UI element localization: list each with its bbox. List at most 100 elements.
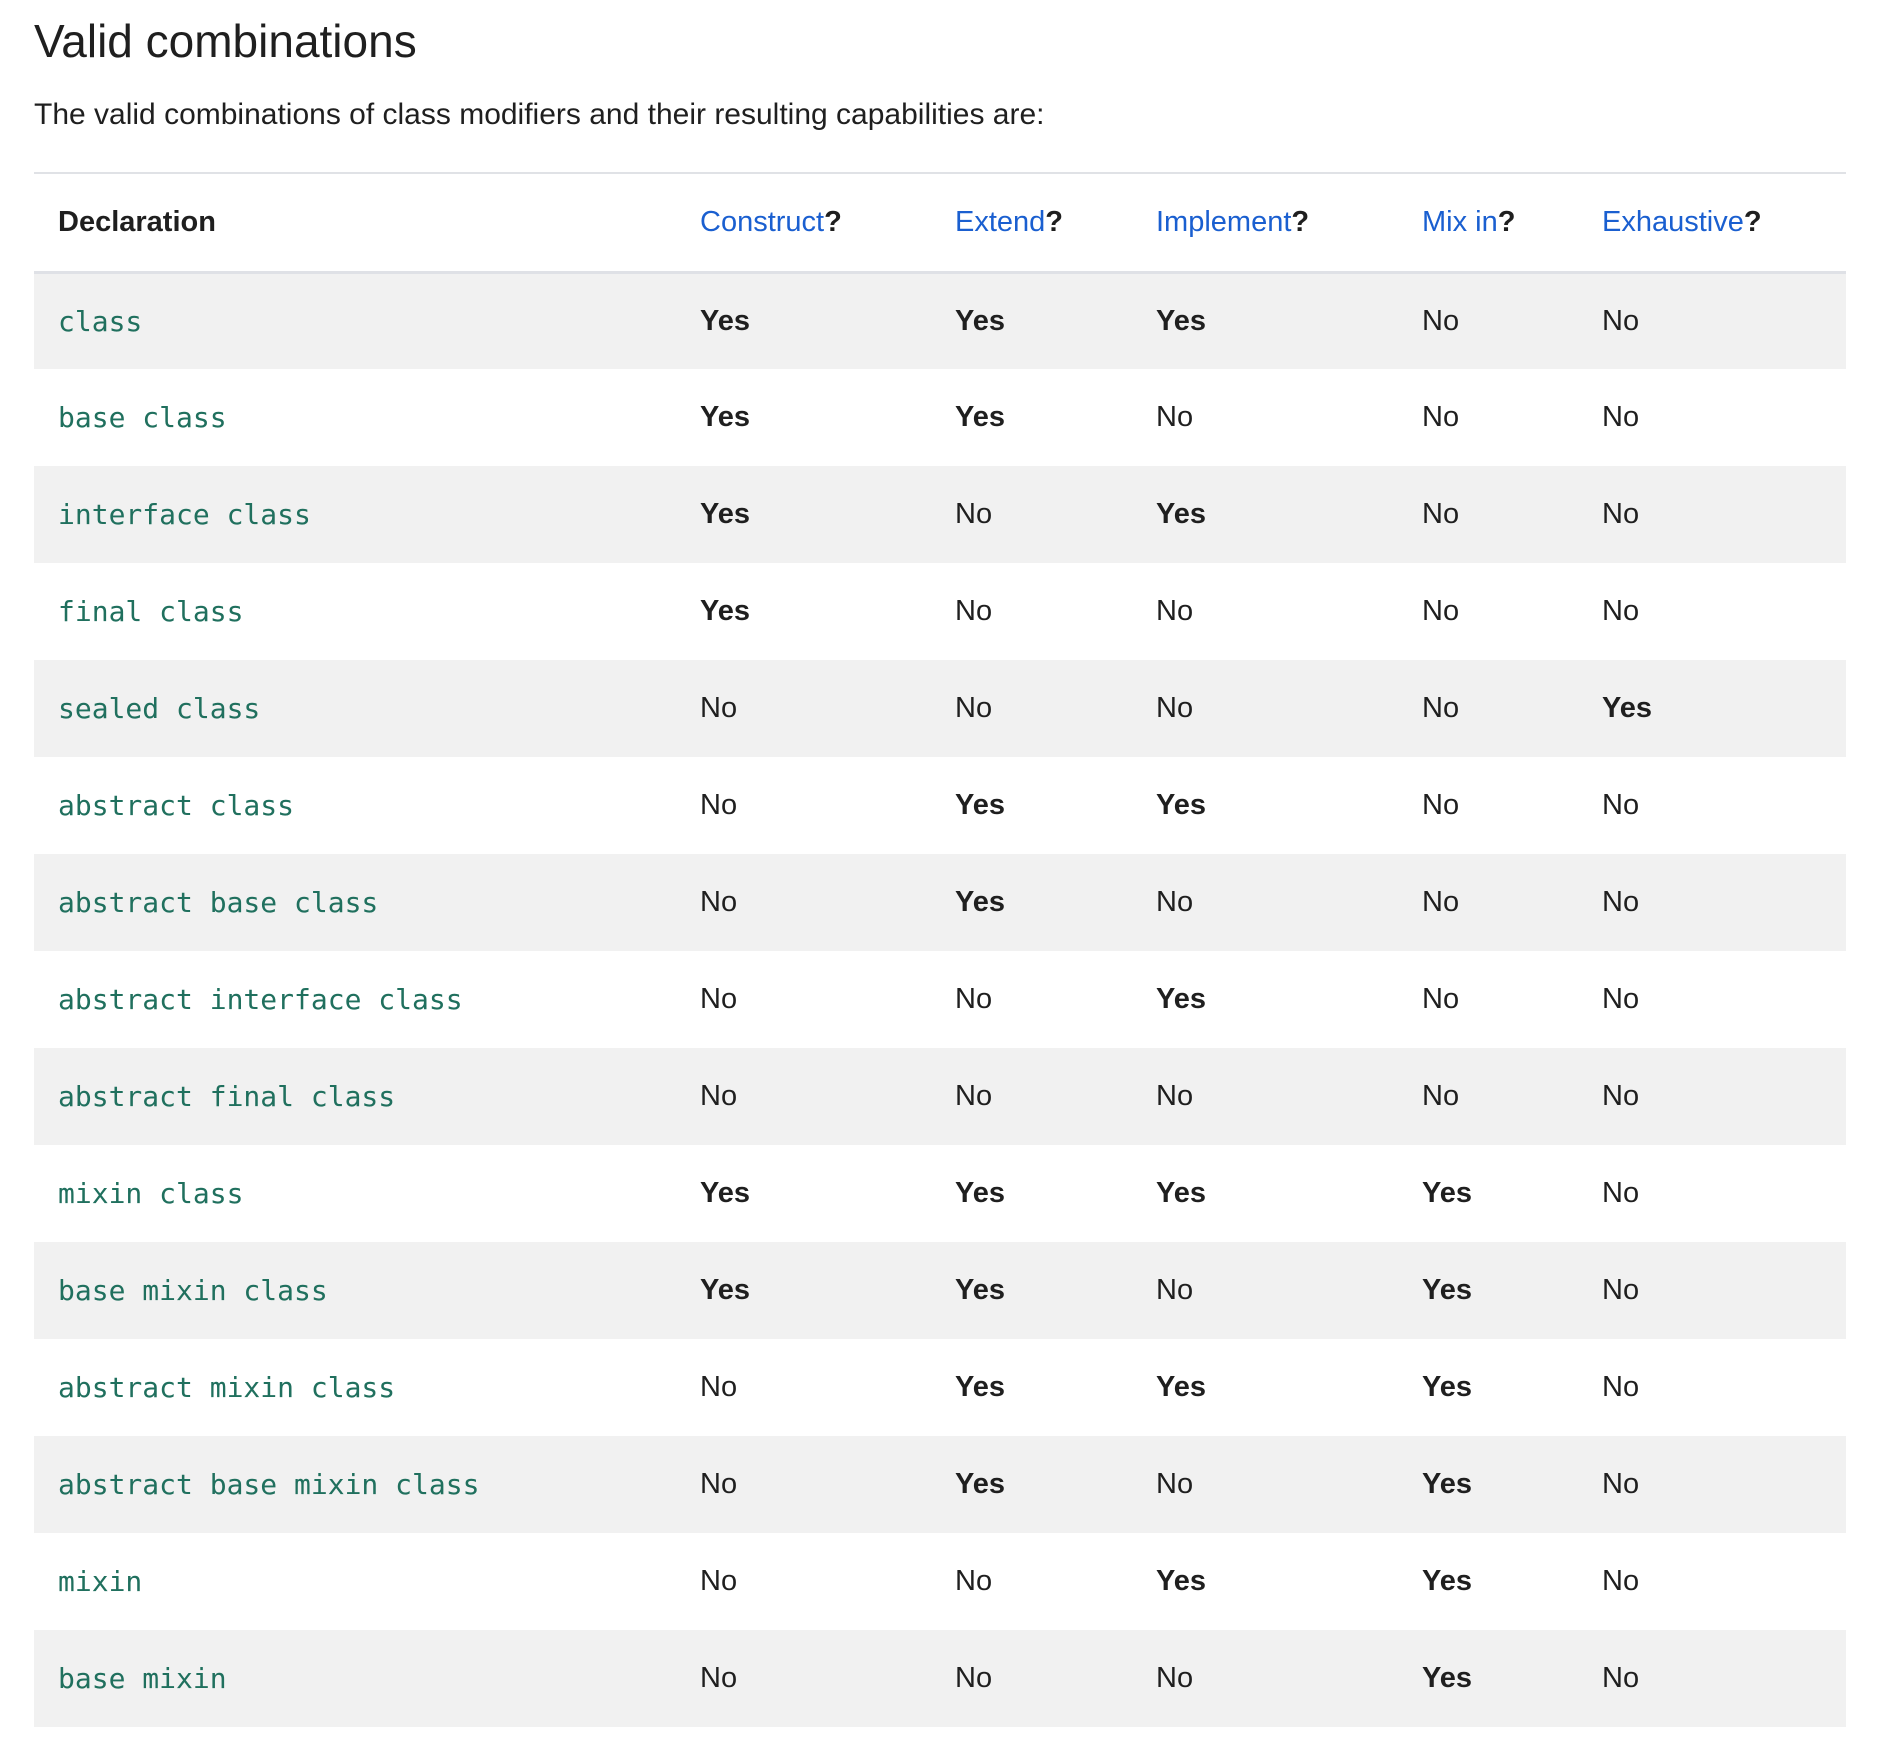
capability-cell: No: [1422, 595, 1460, 627]
capability-cell: No: [955, 983, 993, 1015]
table-row: class Yes Yes Yes No No: [34, 272, 1846, 369]
capability-cell: Yes: [1156, 304, 1206, 337]
capability-cell: No: [700, 1371, 738, 1403]
capability-cell: No: [955, 1662, 993, 1694]
capability-cell: Yes: [1156, 983, 1206, 1015]
capability-cell: No: [700, 886, 738, 918]
capability-cell: Yes: [955, 1371, 1005, 1403]
capability-cell: No: [700, 789, 738, 821]
capability-cell: No: [955, 595, 993, 627]
section-title: Valid combinations: [34, 15, 417, 67]
capability-cell: No: [1602, 1177, 1640, 1209]
table-row: abstract base mixin class No Yes No Yes No: [34, 1436, 1846, 1533]
capability-cell: No: [1156, 595, 1194, 627]
column-header-link[interactable]: Exhaustive: [1602, 205, 1744, 238]
capability-cell: No: [1422, 401, 1460, 433]
capability-cell: No: [1422, 1080, 1460, 1112]
declaration-cell: base mixin class: [58, 1274, 328, 1307]
capability-cell: No: [700, 1565, 738, 1597]
capability-cell: No: [1156, 1080, 1194, 1112]
declaration-cell: sealed class: [58, 692, 261, 725]
capability-cell: Yes: [955, 1468, 1005, 1500]
capability-cell: Yes: [1156, 789, 1206, 821]
table-row: abstract base class No Yes No No No: [34, 854, 1846, 951]
declaration-cell: class: [58, 304, 143, 338]
column-header-link[interactable]: Extend: [955, 205, 1046, 238]
capability-cell: Yes: [1156, 1565, 1206, 1597]
capability-cell: No: [700, 692, 738, 724]
capability-cell: Yes: [700, 1177, 750, 1209]
capability-cell: Yes: [1422, 1371, 1472, 1403]
column-header-mix-in: Mix in?: [1398, 173, 1578, 272]
capability-cell: No: [1602, 983, 1640, 1015]
declaration-cell: abstract class: [58, 789, 295, 822]
table-row: abstract final class No No No No No: [34, 1048, 1846, 1145]
column-header-link[interactable]: Mix in: [1422, 205, 1498, 238]
capability-cell: No: [1422, 886, 1460, 918]
capability-cell: Yes: [955, 1177, 1005, 1209]
capability-cell: Yes: [955, 789, 1005, 821]
capability-cell: No: [955, 498, 993, 530]
capability-cell: No: [1156, 1662, 1194, 1694]
declaration-cell: mixin: [58, 1565, 143, 1598]
column-header-link[interactable]: Implement: [1156, 205, 1292, 238]
capability-cell: Yes: [700, 595, 750, 627]
table-row: base mixin class Yes Yes No Yes No: [34, 1242, 1846, 1339]
declaration-cell: final class: [58, 595, 244, 628]
table-header-row: Declaration Construct? Extend? Implement? Mi…: [34, 173, 1846, 272]
capability-cell: Yes: [1156, 498, 1206, 530]
capability-cell: No: [955, 1080, 993, 1112]
capability-cell: Yes: [1422, 1274, 1472, 1306]
capability-cell: Yes: [700, 304, 750, 337]
capability-cell: No: [1602, 1662, 1640, 1694]
declaration-cell: abstract final class: [58, 1080, 396, 1113]
table-row: abstract interface class No No Yes No No: [34, 951, 1846, 1048]
capability-cell: Yes: [700, 1274, 750, 1306]
question-mark: ?: [824, 205, 842, 238]
column-header-extend: Extend?: [931, 173, 1132, 272]
capability-cell: No: [1156, 1274, 1194, 1306]
question-mark: ?: [1497, 205, 1516, 238]
column-header-declaration: Declaration: [58, 205, 216, 238]
column-header-implement: Implement?: [1132, 173, 1398, 272]
capability-cell: Yes: [955, 886, 1005, 918]
table-row: abstract class No Yes Yes No No: [34, 757, 1846, 854]
capability-cell: Yes: [1602, 692, 1652, 724]
capability-cell: No: [700, 1080, 738, 1112]
declaration-cell: base mixin: [58, 1662, 227, 1695]
capability-cell: No: [1422, 692, 1460, 724]
declaration-cell: abstract base mixin class: [58, 1468, 480, 1501]
capability-cell: No: [1422, 498, 1460, 530]
declaration-cell: abstract base class: [58, 886, 379, 919]
capability-cell: Yes: [1156, 1371, 1206, 1403]
capability-cell: No: [1602, 1371, 1640, 1403]
table-row: final class Yes No No No No: [34, 563, 1846, 660]
declaration-cell: abstract interface class: [58, 983, 463, 1016]
table-row: interface class Yes No Yes No No: [34, 466, 1846, 563]
capability-cell: No: [1602, 1080, 1640, 1112]
capability-cell: No: [1602, 401, 1640, 433]
table-row: abstract mixin class No Yes Yes Yes No: [34, 1339, 1846, 1436]
capability-cell: No: [955, 1565, 993, 1597]
capability-cell: No: [1602, 1468, 1640, 1500]
intro-text: The valid combinations of class modifier…: [34, 98, 1045, 131]
column-header-construct: Construct?: [676, 173, 931, 272]
capability-cell: No: [1156, 692, 1194, 724]
capability-cell: No: [1156, 1468, 1194, 1500]
capability-cell: No: [1602, 304, 1640, 337]
capability-cell: No: [955, 692, 993, 724]
capability-cell: No: [1602, 595, 1640, 627]
capability-cell: Yes: [1422, 1468, 1472, 1500]
table-row: mixin class Yes Yes Yes Yes No: [34, 1145, 1846, 1242]
capability-cell: Yes: [1422, 1565, 1472, 1597]
capability-cell: Yes: [955, 1274, 1005, 1306]
column-header-link[interactable]: Construct: [700, 205, 825, 238]
declaration-cell: abstract mixin class: [58, 1371, 396, 1404]
table-row: base mixin No No No Yes No: [34, 1630, 1846, 1727]
capability-cell: No: [700, 1662, 738, 1694]
declaration-cell: base class: [58, 401, 227, 434]
capability-cell: No: [1602, 1565, 1640, 1597]
capability-cell: No: [1602, 498, 1640, 530]
declaration-cell: interface class: [58, 498, 311, 531]
combinations-table: Declaration Construct? Extend? Implement? Mi…: [34, 172, 1846, 1727]
